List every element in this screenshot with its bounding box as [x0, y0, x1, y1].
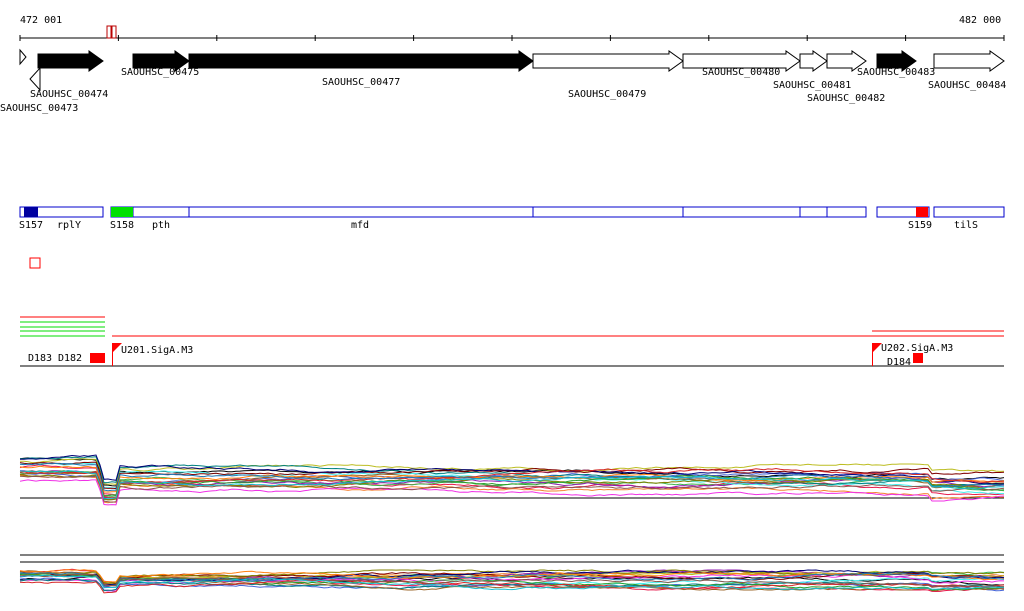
expression-track-2 — [19, 554, 1005, 594]
ruler-start-label: 472 001 — [20, 15, 62, 26]
feature-label: D183 — [28, 353, 52, 364]
gene-track: SAOUHSC_00473 SAOUHSC_00474 SAOUHSC_00475 S… — [0, 48, 1006, 114]
operon-box[interactable] — [188, 206, 534, 218]
expression-line — [19, 573, 1005, 589]
operon-label: S157 — [19, 220, 43, 231]
gene-arrow[interactable] — [19, 48, 27, 66]
feature-box[interactable] — [913, 353, 923, 363]
operon-label: tilS — [954, 220, 978, 231]
feature-label: D184 — [887, 357, 911, 368]
ruler: 472 001 482 000 — [19, 15, 1005, 41]
gene-arrow[interactable] — [532, 50, 684, 72]
promoter-flag[interactable] — [112, 343, 113, 366]
gene-arrow[interactable] — [188, 50, 534, 72]
gene-label: SAOUHSC_00473 — [0, 103, 78, 114]
expression-line — [19, 470, 1005, 500]
expression-line — [19, 454, 1004, 485]
gene-label: SAOUHSC_00483 — [857, 67, 935, 78]
gene-label: SAOUHSC_00477 — [322, 77, 400, 88]
gene-arrow[interactable] — [37, 50, 104, 72]
expression-track-1 — [19, 454, 1005, 506]
operon-box[interactable] — [799, 206, 828, 218]
expression-line — [19, 569, 1004, 583]
gene-label: SAOUHSC_00480 — [702, 67, 780, 78]
expression-line — [19, 578, 1005, 592]
feature-track: D183 D182 U201.SigA.M3 U202.SigA.M3 D184 — [20, 316, 1004, 368]
ruler-ticks — [19, 35, 1005, 41]
expression-line — [19, 578, 1005, 594]
feature-label: D182 — [58, 353, 82, 364]
operon-label: pth — [152, 220, 170, 231]
operon-marker — [916, 207, 928, 217]
expression-line — [19, 475, 1005, 503]
operon-box[interactable] — [876, 206, 930, 218]
operon-marker — [24, 207, 38, 217]
gene-label: SAOUHSC_00475 — [121, 67, 199, 78]
operon-box[interactable] — [532, 206, 684, 218]
operon-box[interactable] — [933, 206, 1005, 218]
operon-label: rplY — [57, 220, 81, 231]
operon-box[interactable] — [682, 206, 801, 218]
marker — [106, 25, 112, 39]
expression-line — [19, 572, 1005, 587]
gene-arrow[interactable] — [132, 50, 190, 72]
gene-arrow[interactable] — [29, 66, 41, 92]
gene-label: SAOUHSC_00474 — [30, 89, 108, 100]
promoter-label: U201.SigA.M3 — [121, 345, 193, 356]
gene-arrow[interactable] — [933, 50, 1005, 72]
operon-label: S159 — [908, 220, 932, 231]
promoter-flag[interactable] — [872, 343, 873, 366]
gene-label: SAOUHSC_00481 — [773, 80, 851, 91]
promoter-label: U202.SigA.M3 — [881, 343, 953, 354]
red-box-marker — [29, 257, 41, 269]
operon-box[interactable] — [19, 206, 104, 218]
gene-arrow[interactable] — [682, 50, 801, 72]
operon-label: mfd — [351, 220, 369, 231]
operon-box[interactable] — [826, 206, 867, 218]
expression-line — [19, 479, 1005, 506]
expression-line — [19, 573, 1005, 592]
expression-line — [19, 462, 1005, 492]
gene-label: SAOUHSC_00479 — [568, 89, 646, 100]
operon-label: S158 — [110, 220, 134, 231]
expression-line — [19, 458, 1005, 486]
expression-line — [19, 574, 1005, 591]
gene-arrow[interactable] — [876, 50, 917, 72]
feature-box[interactable] — [90, 353, 105, 363]
operon-track: S157 rplY S158 pth mfd S159 tilS — [19, 206, 1005, 231]
gene-arrow[interactable] — [826, 50, 867, 72]
marker — [111, 25, 117, 39]
expression-line — [19, 467, 1005, 499]
operon-marker — [111, 207, 133, 217]
ruler-end-label: 482 000 — [959, 15, 1001, 26]
operon-box[interactable] — [132, 206, 190, 218]
promoter-flag-head — [872, 343, 882, 353]
gene-label: SAOUHSC_00482 — [807, 93, 885, 104]
promoter-flag-head — [112, 343, 122, 353]
gene-label: SAOUHSC_00484 — [928, 80, 1006, 91]
gene-arrow[interactable] — [799, 50, 828, 72]
